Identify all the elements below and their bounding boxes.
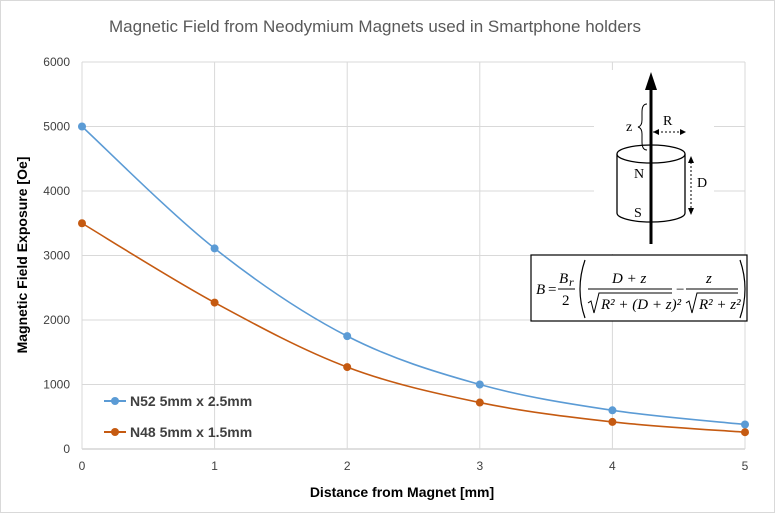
field-axis-arrowhead (645, 72, 657, 90)
formula-two: 2 (562, 293, 570, 309)
formula-box: B = B r 2 D + z R² + (D + z)² − z R² + z… (530, 254, 748, 322)
data-point-s1-1 (210, 298, 219, 307)
formula-equals: = (548, 282, 556, 298)
legend-label-n52: N52 5mm x 2.5mm (130, 393, 252, 409)
formula-num1: D + z (611, 271, 646, 287)
label-R: R (663, 114, 673, 129)
x-tick-label: 3 (476, 459, 483, 473)
legend-marker-n48 (111, 428, 119, 436)
y-axis-label: Magnetic Field Exposure [Oe] (14, 157, 30, 354)
label-z: z (626, 120, 632, 135)
data-point-s1-0 (78, 219, 86, 228)
legend-marker-n52 (111, 397, 119, 405)
y-tick-label: 5000 (43, 120, 70, 134)
formula-num2: z (705, 271, 712, 287)
magnet-diagram: z R N S D (594, 70, 714, 254)
y-tick-label: 0 (63, 442, 70, 456)
formula-den1: R² + (D + z)² (600, 297, 682, 313)
z-brace (637, 103, 648, 151)
y-tick-label: 3000 (43, 249, 70, 263)
label-D: D (697, 176, 707, 191)
formula-right-paren (739, 259, 746, 319)
y-tick-label: 4000 (43, 184, 70, 198)
y-tick-label: 6000 (43, 55, 70, 69)
formula-den2: R² + z² (698, 297, 741, 313)
data-point-s1-4 (608, 417, 617, 426)
x-tick-label: 2 (344, 459, 351, 473)
formula-sqrt-2 (685, 292, 738, 314)
legend-label-n48: N48 5mm x 1.5mm (130, 424, 252, 440)
label-N: N (634, 167, 644, 182)
data-point-s0-2 (343, 332, 352, 341)
label-S: S (634, 206, 642, 221)
series-line-0 (81, 125, 746, 426)
data-point-s0-4 (608, 406, 617, 415)
series-line-1 (81, 222, 746, 434)
data-point-s1-2 (343, 363, 352, 372)
series-layer (78, 122, 749, 437)
data-point-s0-0 (78, 122, 86, 131)
y-tick-labels: 0 1000 2000 3000 4000 5000 6000 (43, 55, 70, 456)
r-arrowhead-right (680, 129, 686, 135)
x-tick-labels: 0 1 2 3 4 5 (79, 459, 749, 473)
data-point-s1-5 (741, 428, 749, 437)
formula-sqrt-1 (587, 292, 672, 314)
x-tick-label: 0 (79, 459, 86, 473)
formula-border (530, 254, 748, 322)
formula-lhs: B (536, 282, 545, 298)
data-point-s1-3 (475, 398, 484, 407)
x-tick-label: 4 (609, 459, 616, 473)
legend: N52 5mm x 2.5mm N48 5mm x 1.5mm (104, 393, 252, 440)
d-arrowhead-bottom (688, 208, 694, 215)
y-tick-label: 1000 (43, 378, 70, 392)
d-arrowhead-top (688, 156, 694, 163)
x-tick-label: 5 (742, 459, 749, 473)
x-axis-label: Distance from Magnet [mm] (310, 484, 494, 500)
formula-left-paren (579, 259, 586, 319)
data-point-s0-5 (741, 420, 749, 429)
chart-title: Magnetic Field from Neodymium Magnets us… (109, 17, 641, 36)
formula-minus: − (676, 282, 684, 298)
data-point-s0-1 (210, 244, 219, 253)
formula-br-subscript: r (569, 275, 574, 289)
y-tick-label: 2000 (43, 313, 70, 327)
data-point-s0-3 (475, 380, 484, 389)
x-tick-label: 1 (211, 459, 218, 473)
formula-br: B (559, 271, 568, 287)
r-arrowhead-left (653, 129, 659, 135)
